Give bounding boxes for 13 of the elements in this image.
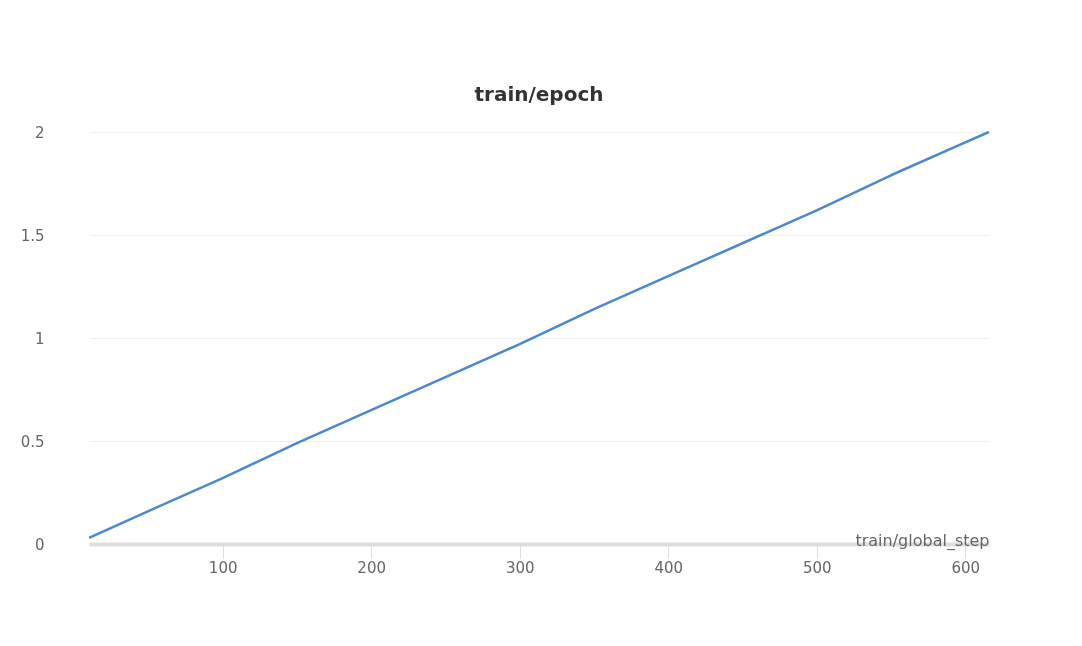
y-tick-label: 0 bbox=[34, 535, 45, 554]
y-tick-label: 2 bbox=[34, 123, 45, 142]
x-tick-label: 600 bbox=[951, 558, 981, 577]
chart-title: train/epoch bbox=[474, 82, 604, 106]
x-tick-label: 300 bbox=[505, 558, 535, 577]
y-tick-label: 1 bbox=[34, 329, 45, 348]
y-tick-label: 0.5 bbox=[20, 432, 45, 451]
y-tick-label: 1.5 bbox=[20, 226, 45, 245]
x-tick-label: 500 bbox=[802, 558, 832, 577]
x-tick-label: 200 bbox=[357, 558, 386, 577]
x-axis-title: train/global_step bbox=[855, 530, 990, 551]
x-tick-label: 400 bbox=[654, 558, 684, 577]
x-tick-label: 100 bbox=[208, 558, 238, 577]
